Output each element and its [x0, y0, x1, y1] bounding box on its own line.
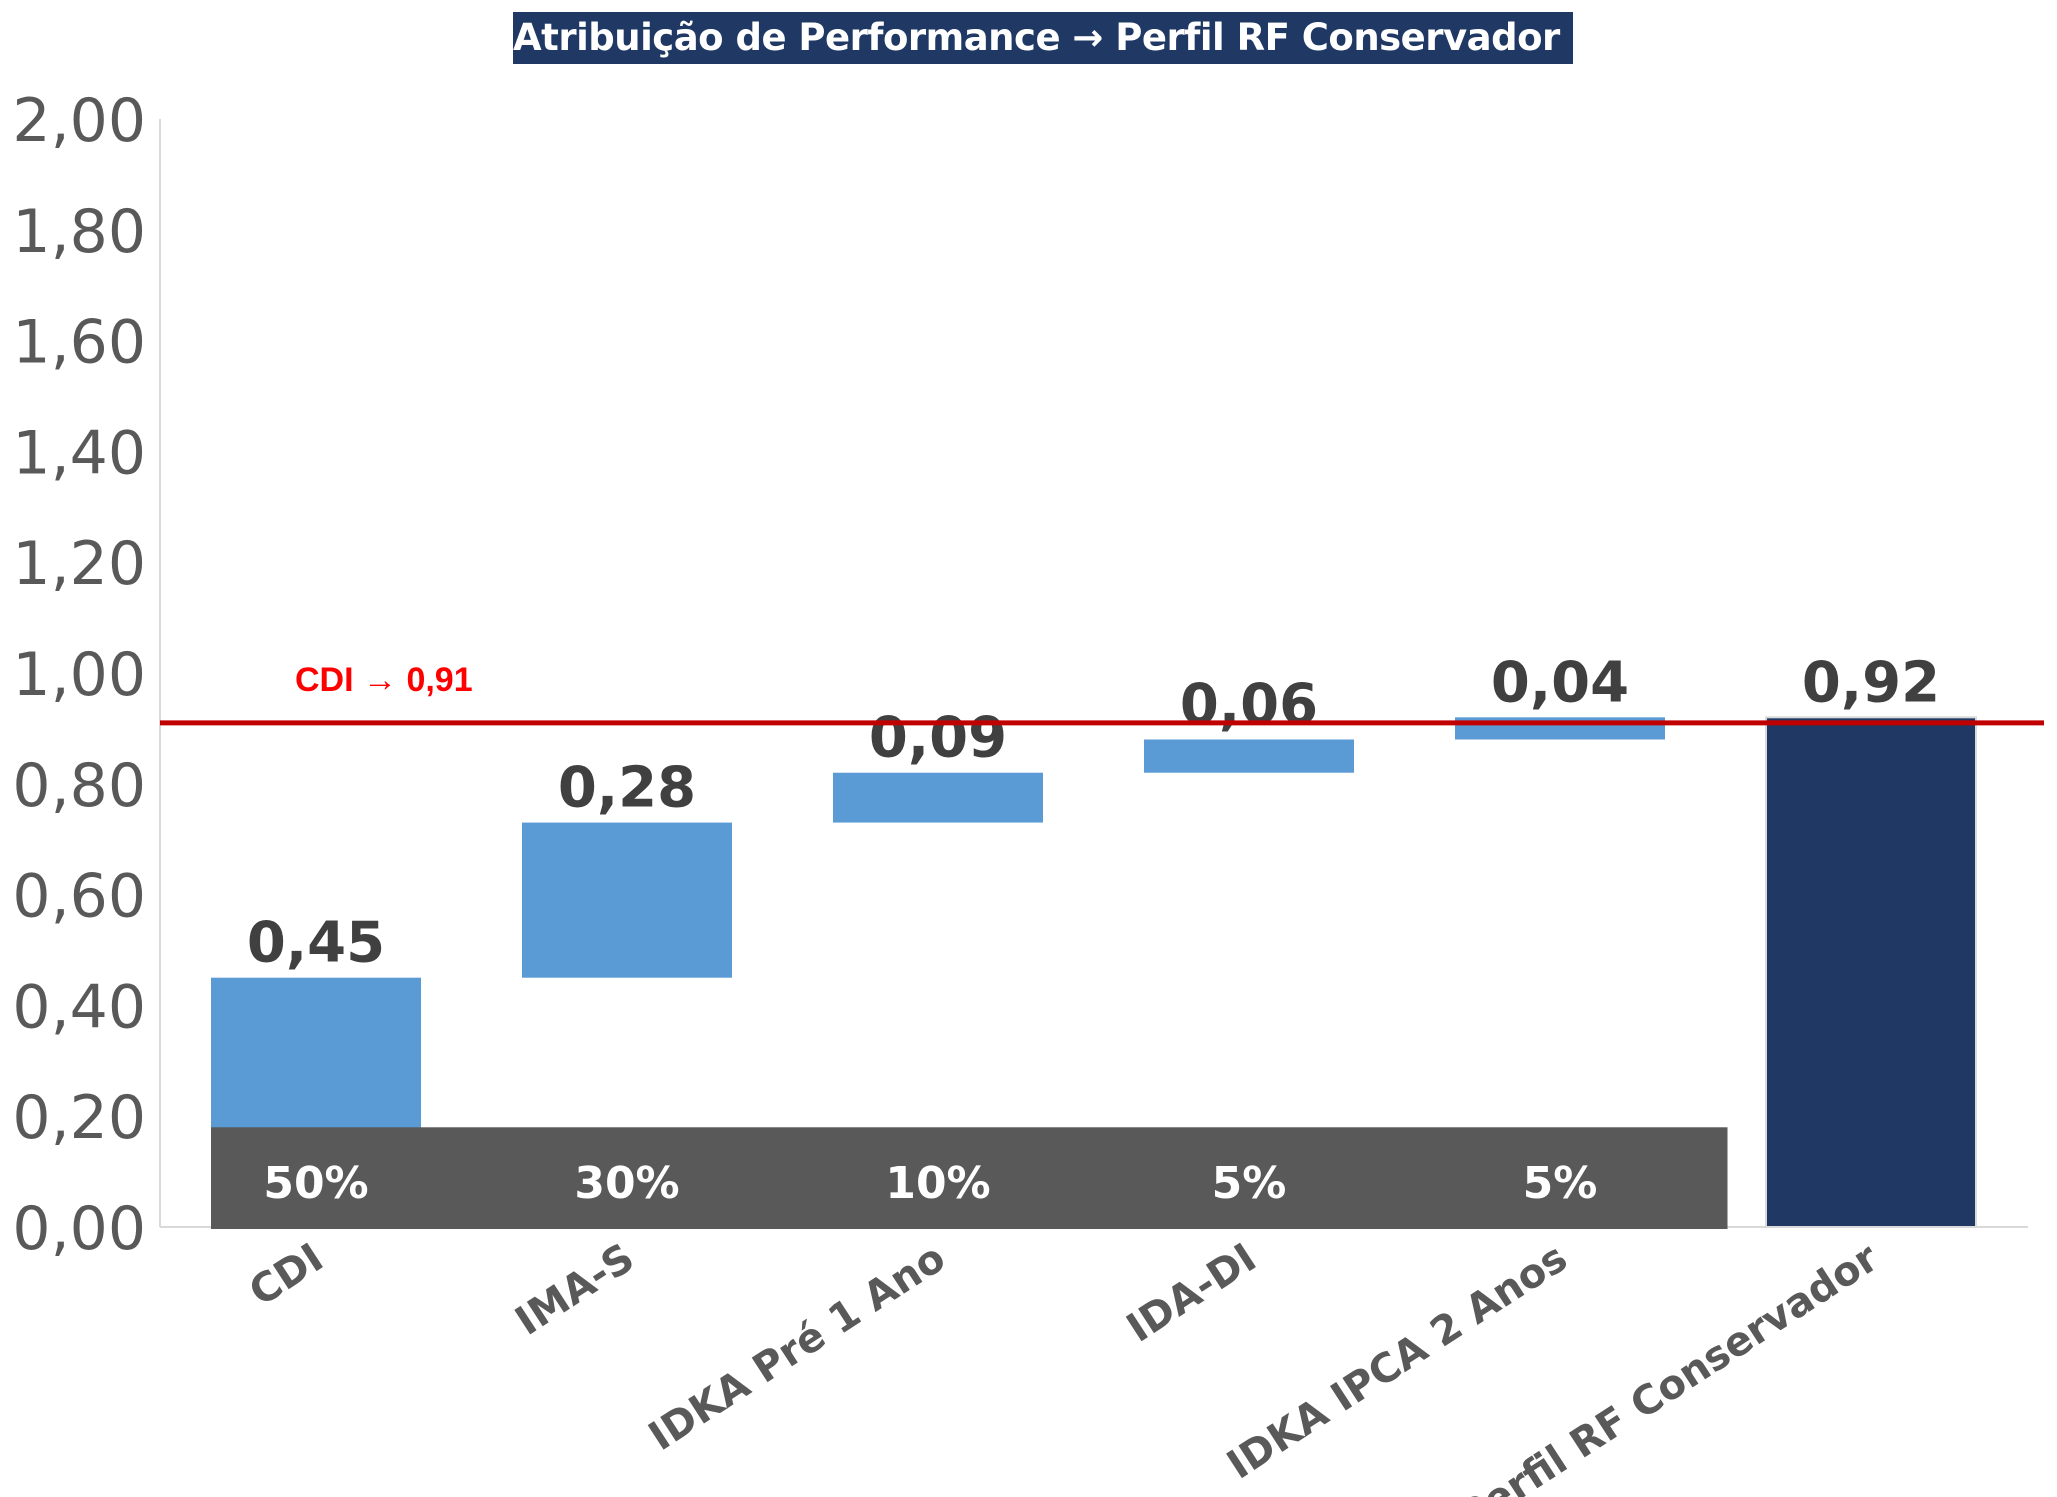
y-tick-label: 1,20: [12, 529, 146, 599]
weight-label: 5%: [1523, 1158, 1598, 1209]
bar-value-label: 0,09: [869, 706, 1007, 771]
x-category-label: IDKA Pré 1 Ano: [641, 1235, 953, 1460]
y-tick-label: 0,40: [12, 972, 146, 1042]
cdi-reference-label: CDI → 0,91: [295, 661, 473, 699]
x-category-label: IDA-DI: [1119, 1235, 1265, 1352]
bar-value-label: 0,92: [1802, 650, 1940, 715]
x-category-label: IDKA IPCA 2 Anos: [1219, 1235, 1575, 1489]
weight-label: 5%: [1212, 1158, 1287, 1209]
weight-label: 30%: [574, 1158, 679, 1209]
bar-value-label: 0,04: [1491, 650, 1629, 715]
y-tick-label: 2,00: [12, 86, 146, 156]
y-tick-label: 0,00: [12, 1194, 146, 1264]
chart-title-box: Atribuição de Performance → Perfil RF Co…: [513, 12, 1720, 64]
y-tick-label: 0,80: [12, 751, 146, 821]
increment-bar: [833, 772, 1043, 823]
increment-bar: [1144, 739, 1354, 773]
x-category-label: CDI: [241, 1235, 331, 1316]
increment-bar: [522, 822, 732, 978]
y-tick-label: 1,40: [12, 418, 146, 488]
y-tick-label: 1,00: [12, 640, 146, 710]
y-tick-label: 0,20: [12, 1083, 146, 1153]
bar-value-label: 0,45: [247, 911, 385, 976]
weight-label: 10%: [885, 1158, 990, 1209]
bar-value-label: 0,06: [1180, 672, 1318, 737]
y-tick-label: 0,60: [12, 862, 146, 932]
x-category-label: IMA-S: [507, 1235, 642, 1345]
y-tick-label: 1,80: [12, 197, 146, 267]
bar-value-label: 0,28: [558, 756, 696, 821]
weights-band: [211, 1127, 1728, 1229]
weight-label: 50%: [263, 1158, 368, 1209]
y-tick-label: 1,60: [12, 308, 146, 378]
chart-title: Atribuição de Performance → Perfil RF Co…: [513, 16, 1720, 59]
total-bar: [1765, 716, 1977, 1228]
